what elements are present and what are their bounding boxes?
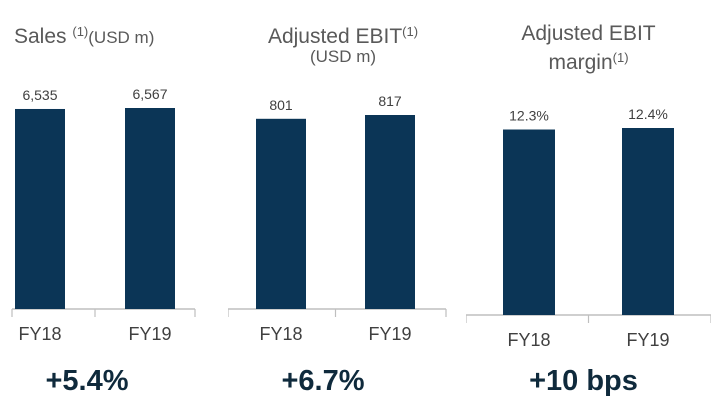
margin-title-text-2: margin (548, 51, 613, 74)
category-label: FY19 (626, 330, 669, 350)
margin-change: +10 bps (529, 365, 638, 397)
bar-fy18 (256, 118, 306, 310)
ebit-unit: (USD m) (309, 47, 377, 66)
sales-title: Sales (1)(USD m) (14, 20, 224, 50)
data-label: 6,535 (22, 87, 57, 103)
category-label: FY19 (368, 324, 411, 344)
sales-change: +5.4% (45, 365, 129, 397)
margin-title-note: (1) (612, 50, 629, 65)
category-label: FY18 (259, 324, 302, 344)
margin-chart: 12.3% FY18 12.4% FY19 (466, 106, 711, 350)
ebit-unit-line: (USD m) (228, 44, 458, 69)
category-label: FY19 (128, 324, 171, 344)
sales-unit: (USD m) (88, 28, 155, 47)
data-label: 801 (269, 97, 293, 113)
margin-title-line2: margin(1) (466, 46, 711, 75)
ebit-title-note: (1) (402, 24, 419, 39)
sales-title-text: Sales (14, 25, 67, 48)
data-label: 12.4% (628, 106, 668, 122)
ebit-panel: Adjusted EBIT(1) (USD m) 801 FY18 817 FY19 … (228, 0, 458, 414)
data-label: 12.3% (509, 108, 549, 124)
margin-panel: Adjusted EBIT margin(1) 12.3% FY18 12.4% FY… (466, 0, 711, 414)
sales-title-note: (1) (72, 24, 89, 39)
margin-title-text: Adjusted EBIT (521, 22, 656, 45)
bar-fy19 (365, 115, 415, 309)
category-label: FY18 (507, 330, 550, 350)
bar-fy18 (15, 108, 65, 309)
sales-panel: Sales (1)(USD m) 6,535 FY18 6,567 FY19 +5.4… (0, 0, 210, 414)
ebit-title-text: Adjusted EBIT (267, 25, 403, 48)
bar-fy18 (503, 129, 555, 315)
ebit-title: Adjusted EBIT(1) (228, 20, 458, 49)
margin-title-line1: Adjusted EBIT (466, 22, 711, 46)
data-label: 6,567 (132, 86, 167, 102)
ebit-chart: 801 FY18 817 FY19 (228, 93, 447, 344)
bar-fy19 (622, 128, 674, 315)
category-label: FY18 (18, 324, 61, 344)
ebit-change: +6.7% (281, 365, 365, 397)
bar-fy19 (125, 108, 175, 309)
sales-chart: 6,535 FY18 6,567 FY19 (11, 86, 196, 344)
data-label: 817 (378, 93, 402, 109)
